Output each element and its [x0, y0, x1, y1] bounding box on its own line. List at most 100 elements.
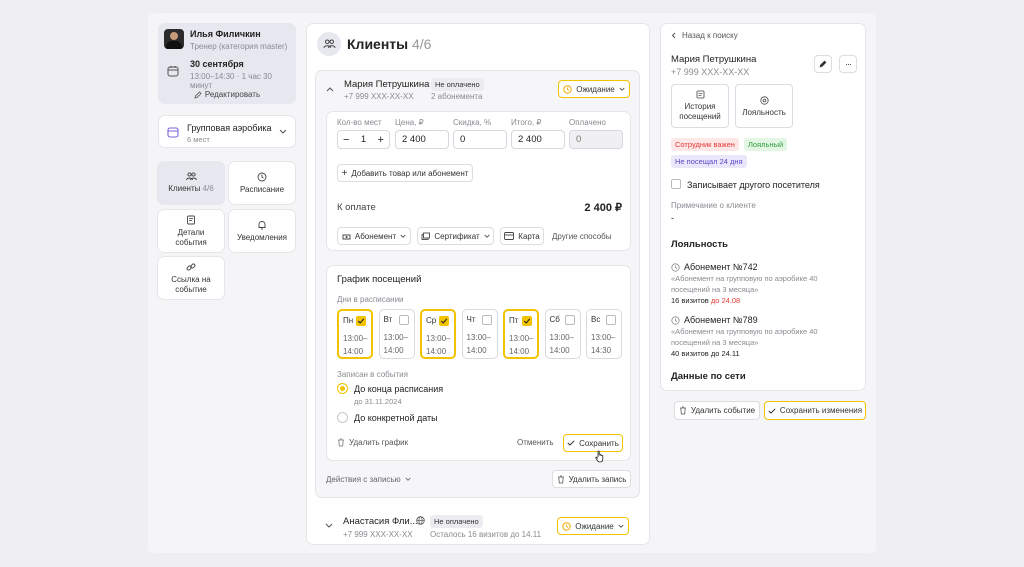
delete-event-button[interactable]: Удалить событие — [674, 401, 760, 420]
client-row-collapsed[interactable]: Анастасия Фли... +7 999 XXX-XX-XX Не опл… — [315, 508, 640, 544]
status-dropdown[interactable]: Ожидание — [558, 80, 630, 98]
day-checkbox[interactable] — [606, 315, 616, 325]
other-visitor-label[interactable]: Записывает другого посетителя — [687, 180, 820, 190]
option-date-label[interactable]: До конкретной даты — [354, 413, 438, 423]
pay-other-link[interactable]: Другие способы — [552, 232, 612, 241]
day-tile[interactable]: Сб 13:00– 14:00 — [544, 309, 581, 359]
day-checkbox[interactable] — [439, 316, 449, 326]
day-name: Пн — [343, 316, 354, 325]
day-checkbox[interactable] — [398, 315, 409, 325]
day-tile[interactable]: Вт 13:00– 14:00 — [378, 309, 415, 359]
day-tile[interactable]: Вс 13:00– 14:30 — [586, 309, 622, 359]
nav-schedule[interactable]: Расписание — [228, 161, 296, 205]
more-options-button[interactable]: ··· — [839, 55, 857, 73]
pending-icon — [562, 521, 571, 531]
day-tile[interactable]: Пн 13:00– 14:00 — [337, 309, 373, 359]
day-time-from: 13:00– — [466, 333, 491, 342]
subscription-icon — [342, 232, 351, 241]
trainer-name: Илья Филичкин — [190, 29, 261, 39]
schedule-card: График посещений Дни в расписании Пн 13:0… — [326, 265, 631, 463]
discount-input[interactable]: 0 — [453, 130, 507, 149]
day-checkbox[interactable] — [522, 316, 532, 326]
nav-link[interactable]: Ссылка на событие — [157, 256, 225, 300]
pay-certificate-button[interactable]: Сертификат — [417, 227, 494, 245]
subscription-icon — [671, 262, 680, 272]
radio-end-of-schedule[interactable] — [337, 383, 348, 394]
subscription-742-until: до 24.08 — [710, 296, 741, 305]
chevron-down-icon — [484, 234, 490, 239]
option-end-label[interactable]: До конца расписания — [354, 384, 444, 394]
save-changes-button[interactable]: Сохранить изменения — [764, 401, 866, 420]
other-visitor-checkbox[interactable] — [671, 179, 681, 189]
pay-subscription-button[interactable]: Абонемент — [337, 227, 411, 245]
page-title-count: 4/6 — [412, 36, 432, 52]
history-button[interactable]: История посещений — [671, 84, 729, 128]
detail-name: Мария Петрушкина — [671, 54, 757, 65]
link-icon — [186, 262, 196, 272]
back-link[interactable]: Назад к поиску — [671, 31, 738, 40]
delete-schedule-button[interactable]: Удалить график — [337, 438, 408, 447]
days-row: Пн 13:00– 14:00 Вт 13:00– 14:00 Ср 13:00– 14:00 Ч… — [337, 309, 627, 361]
day-tile[interactable]: Чт 13:00– 14:00 — [461, 309, 498, 359]
certificate-icon — [421, 232, 431, 241]
paid-label: Оплачено — [569, 118, 606, 127]
client2-payment-badge: Не оплачено — [430, 515, 483, 528]
add-item-button[interactable]: + Добавить товар или абонемент — [337, 164, 473, 182]
calendar-icon — [167, 65, 179, 77]
day-checkbox[interactable] — [356, 316, 366, 326]
trainer-role: Тренер (категория master) — [190, 42, 288, 51]
loyalty-button[interactable]: Лояльность — [735, 84, 793, 128]
subscription-742-desc: «Абонемент на групповую по аэробике 40 п… — [671, 274, 818, 294]
day-name: Вс — [591, 315, 601, 324]
client-name[interactable]: Мария Петрушкина — [344, 79, 430, 90]
day-time-from: 13:00– — [383, 333, 408, 342]
minus-icon[interactable]: − — [343, 133, 350, 146]
delete-record-button[interactable]: Удалить запись — [552, 470, 631, 488]
pay-certificate-label: Сертификат — [434, 231, 480, 241]
nav-details[interactable]: Детали события — [157, 209, 225, 253]
history-label: История посещений — [679, 102, 721, 121]
pay-subscription-label: Абонемент — [354, 231, 397, 241]
day-time-to: 14:00 — [509, 347, 530, 356]
edit-profile-label: Редактировать — [204, 90, 261, 99]
day-time-from: 13:00– — [343, 334, 368, 343]
client2-status-dropdown[interactable]: Ожидание — [557, 517, 629, 535]
chevron-down-icon[interactable] — [325, 523, 333, 529]
plus-icon[interactable]: + — [377, 133, 384, 146]
subscription-789-title: Абонемент №789 — [684, 315, 758, 325]
total-input[interactable]: 2 400 — [511, 130, 565, 149]
day-tile[interactable]: Пт 13:00– 14:00 — [503, 309, 539, 359]
chevron-down-icon — [405, 477, 411, 482]
loyalty-title: Лояльность — [671, 239, 728, 250]
globe-icon — [416, 516, 425, 525]
status-label: Ожидание — [576, 84, 615, 94]
nav-clients[interactable]: Клиенты 4/6 — [157, 161, 225, 205]
pay-card-button[interactable]: Карта — [500, 227, 544, 245]
edit-client-button[interactable] — [814, 55, 832, 73]
delete-record-label: Удалить запись — [568, 474, 627, 484]
radio-specific-date[interactable] — [337, 412, 348, 423]
chevron-down-icon — [619, 87, 625, 92]
users-icon — [185, 172, 197, 181]
nav-link-label: Ссылка на событие — [171, 274, 211, 294]
client2-name[interactable]: Анастасия Фли... — [343, 516, 418, 527]
group-selector[interactable]: Групповая аэробика 6 мест — [158, 115, 296, 148]
edit-profile-button[interactable]: Редактировать — [158, 90, 296, 99]
quantity-stepper[interactable]: − 1 + — [337, 130, 390, 149]
more-icon: ··· — [845, 59, 852, 69]
tag-loyal: Лояльный — [744, 138, 788, 151]
cancel-button[interactable]: Отменить — [517, 438, 554, 447]
day-tile[interactable]: Ср 13:00– 14:00 — [420, 309, 456, 359]
nav-notifications[interactable]: Уведомления — [228, 209, 296, 253]
pending-icon — [563, 84, 572, 94]
client-detail-panel: Назад к поиску Мария Петрушкина +7 999 X… — [660, 23, 866, 391]
chevron-up-icon[interactable] — [326, 86, 334, 92]
save-schedule-button[interactable]: Сохранить — [563, 434, 623, 452]
day-name: Вт — [383, 315, 393, 324]
day-time-from: 13:00– — [509, 334, 534, 343]
day-name: Пт — [509, 316, 519, 325]
day-checkbox[interactable] — [481, 315, 492, 325]
record-actions-dropdown[interactable]: Действия с записью — [326, 475, 411, 484]
day-checkbox[interactable] — [564, 315, 575, 325]
price-input[interactable]: 2 400 — [395, 130, 449, 149]
